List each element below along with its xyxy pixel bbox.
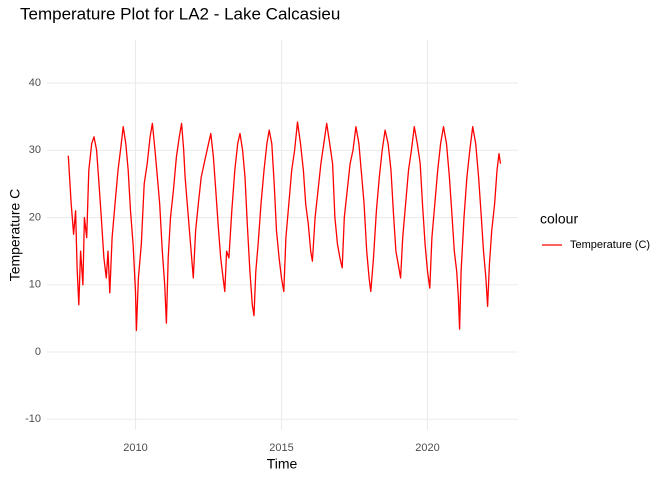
y-axis-label: Temperature C	[7, 189, 23, 282]
legend-title: colour	[540, 211, 578, 227]
y-tick-label: 20	[29, 211, 41, 223]
data-line	[67, 121, 502, 332]
y-tick-label: -10	[25, 413, 41, 425]
x-tick-label: 2020	[415, 442, 439, 454]
y-tick-label: 30	[29, 144, 41, 156]
x-axis-label: Time	[267, 456, 298, 472]
x-tick-label: 2010	[123, 442, 147, 454]
legend-label: Temperature (C)	[570, 239, 650, 251]
x-tick-label: 2015	[269, 442, 293, 454]
y-tick-label: 40	[29, 77, 41, 89]
y-tick-label: 0	[35, 346, 41, 358]
chart-title: Temperature Plot for LA2 - Lake Calcasie…	[20, 4, 340, 23]
y-tick-label: 10	[29, 279, 41, 291]
